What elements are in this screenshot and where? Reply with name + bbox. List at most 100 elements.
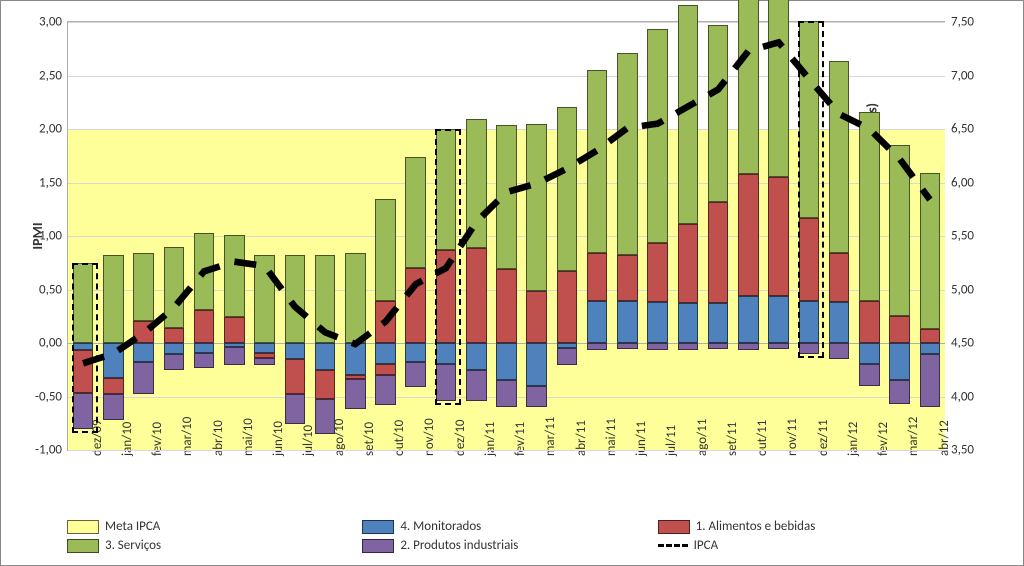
bar-seg-industriais: [164, 354, 185, 370]
bar-seg-servicos: [224, 235, 245, 317]
bar-seg-industriais: [738, 343, 759, 350]
bar-seg-industriais: [133, 362, 154, 394]
bar-seg-monitorados: [920, 343, 941, 354]
bar-seg-monitorados: [254, 343, 275, 353]
bar-slot: [189, 22, 219, 450]
ytick-left: 1,00: [22, 229, 62, 244]
bar-slot: [643, 22, 673, 450]
bar-seg-alimentos: [436, 250, 457, 343]
bar-seg-servicos: [526, 124, 547, 291]
bar-seg-servicos: [799, 21, 820, 218]
legend-item: Meta IPCA: [67, 519, 354, 534]
bar-slot: [159, 22, 189, 450]
bar-slot: [431, 22, 461, 450]
bar-seg-industriais: [194, 353, 215, 368]
bar-seg-servicos: [829, 61, 850, 254]
ytick-right: 3,50: [951, 443, 991, 458]
bar-seg-industriais: [345, 379, 366, 409]
bar-slot: [824, 22, 854, 450]
bar-slot: [552, 22, 582, 450]
bar-seg-servicos: [768, 0, 789, 177]
bar-seg-monitorados: [285, 343, 306, 359]
legend-label: 2. Produtos industriais: [400, 538, 518, 553]
bar-slot: [854, 22, 884, 450]
bar-slot: [401, 22, 431, 450]
bar-seg-monitorados: [859, 343, 880, 364]
bar-seg-monitorados: [164, 343, 185, 354]
bar-seg-alimentos: [920, 329, 941, 343]
legend: Meta IPCA4. Monitorados1. Alimentos e be…: [67, 519, 945, 553]
bar-seg-monitorados: [436, 343, 457, 364]
bar-slot: [98, 22, 128, 450]
legend-swatch: [362, 539, 394, 553]
bar-slot: [68, 22, 98, 450]
bar-slot: [673, 22, 703, 450]
ytick-right: 7,50: [951, 15, 991, 30]
bar-seg-alimentos: [617, 255, 638, 301]
bar-seg-industriais: [587, 343, 608, 350]
bar-seg-industriais: [285, 394, 306, 424]
bar-seg-monitorados: [768, 296, 789, 343]
bar-slot: [249, 22, 279, 450]
bar-seg-monitorados: [587, 301, 608, 343]
bar-seg-industriais: [405, 362, 426, 387]
bar-slot: [885, 22, 915, 450]
bar-seg-monitorados: [829, 302, 850, 343]
bar-seg-monitorados: [496, 343, 517, 380]
bar-seg-servicos: [73, 263, 94, 343]
bar-seg-alimentos: [103, 378, 124, 394]
bar-seg-servicos: [617, 53, 638, 255]
bar-seg-alimentos: [496, 269, 517, 343]
bar-slot: [370, 22, 400, 450]
bar-seg-monitorados: [194, 343, 215, 353]
bar-seg-industriais: [526, 386, 547, 407]
bar-seg-alimentos: [889, 316, 910, 343]
bar-seg-industriais: [920, 354, 941, 408]
bar-slot: [128, 22, 158, 450]
ytick-left: 3,00: [22, 15, 62, 30]
bar-seg-servicos: [103, 255, 124, 343]
bar-seg-industriais: [496, 380, 517, 407]
bar-seg-industriais: [708, 343, 729, 349]
bar-slot: [340, 22, 370, 450]
bar-seg-servicos: [920, 173, 941, 329]
bar-seg-servicos: [496, 125, 517, 269]
bar-seg-industriais: [889, 380, 910, 404]
ytick-right: 5,00: [951, 282, 991, 297]
bar-seg-servicos: [405, 157, 426, 268]
bar-seg-monitorados: [617, 301, 638, 343]
bar-seg-alimentos: [375, 301, 396, 343]
bar-slot: [461, 22, 491, 450]
bar-seg-servicos: [345, 253, 366, 343]
bar-seg-monitorados: [708, 303, 729, 343]
bar-seg-monitorados: [345, 343, 366, 375]
legend-label: 3. Serviços: [105, 538, 161, 553]
bar-seg-industriais: [617, 343, 638, 349]
bar-seg-alimentos: [678, 224, 699, 303]
bar-seg-servicos: [859, 112, 880, 301]
bar-seg-industriais: [436, 364, 457, 400]
ytick-left: -0,50: [22, 389, 62, 404]
bar-seg-monitorados: [738, 296, 759, 343]
bar-seg-alimentos: [405, 268, 426, 343]
legend-swatch: [67, 539, 99, 553]
bar-seg-alimentos: [738, 174, 759, 296]
bar-seg-industriais: [829, 343, 850, 359]
bar-seg-servicos: [375, 199, 396, 302]
bar-seg-monitorados: [889, 343, 910, 380]
bar-seg-servicos: [436, 129, 457, 250]
bar-seg-monitorados: [799, 301, 820, 343]
legend-label: IPCA: [694, 538, 718, 553]
bar-seg-industriais: [678, 343, 699, 350]
bar-seg-monitorados: [405, 343, 426, 362]
legend-line-icon: [658, 544, 688, 547]
bar-slot: [310, 22, 340, 450]
bar-seg-servicos: [285, 255, 306, 343]
bar-slot: [219, 22, 249, 450]
ytick-right: 5,50: [951, 229, 991, 244]
bar-seg-industriais: [315, 399, 336, 434]
bar-seg-monitorados: [647, 302, 668, 343]
bar-seg-monitorados: [103, 343, 124, 378]
bar-seg-alimentos: [73, 350, 94, 393]
bar-seg-monitorados: [133, 343, 154, 362]
